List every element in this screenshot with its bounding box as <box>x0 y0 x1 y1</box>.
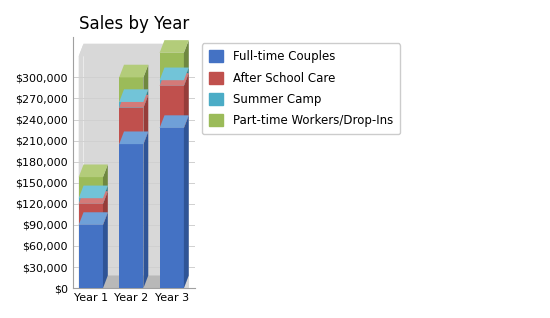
Polygon shape <box>79 164 108 177</box>
Polygon shape <box>160 86 184 128</box>
Polygon shape <box>79 177 103 198</box>
Polygon shape <box>184 40 189 80</box>
Polygon shape <box>79 44 189 56</box>
Polygon shape <box>79 186 108 198</box>
Polygon shape <box>144 131 149 288</box>
Polygon shape <box>160 80 184 86</box>
Polygon shape <box>79 204 103 225</box>
Polygon shape <box>79 212 108 225</box>
Polygon shape <box>184 73 189 128</box>
Polygon shape <box>160 67 189 80</box>
Legend: Full-time Couples, After School Care, Summer Camp, Part-time Workers/Drop-Ins: Full-time Couples, After School Care, Su… <box>202 43 400 134</box>
Polygon shape <box>119 102 144 107</box>
Polygon shape <box>119 95 148 107</box>
Polygon shape <box>103 164 108 198</box>
Polygon shape <box>79 191 108 204</box>
Polygon shape <box>160 115 189 128</box>
Polygon shape <box>144 95 149 144</box>
Polygon shape <box>79 225 103 288</box>
Polygon shape <box>119 144 144 288</box>
Polygon shape <box>184 67 189 86</box>
Polygon shape <box>119 89 148 102</box>
Polygon shape <box>79 275 189 288</box>
Polygon shape <box>144 65 149 102</box>
Polygon shape <box>103 186 108 204</box>
Polygon shape <box>84 44 189 288</box>
Polygon shape <box>79 44 84 288</box>
Polygon shape <box>119 77 144 102</box>
Polygon shape <box>160 40 189 53</box>
Polygon shape <box>184 115 189 288</box>
Polygon shape <box>119 131 148 144</box>
Polygon shape <box>103 191 108 225</box>
Polygon shape <box>160 53 184 80</box>
Polygon shape <box>103 212 108 288</box>
Polygon shape <box>79 198 103 204</box>
Polygon shape <box>160 128 184 288</box>
Polygon shape <box>119 107 144 144</box>
Title: Sales by Year: Sales by Year <box>79 15 189 33</box>
Polygon shape <box>119 65 148 77</box>
Polygon shape <box>160 73 189 86</box>
Polygon shape <box>144 89 149 107</box>
